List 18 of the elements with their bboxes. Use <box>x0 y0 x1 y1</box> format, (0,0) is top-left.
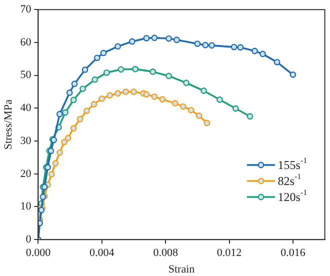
y-tick-label: 10 <box>20 200 32 213</box>
legend-label: 82s$^{-1}$ <box>278 172 302 190</box>
y-tick-label: 40 <box>20 102 32 114</box>
y-tick-label: 0 <box>26 233 32 246</box>
y-tick-label: 70 <box>20 3 32 16</box>
y-tick-label: 20 <box>20 168 32 180</box>
legend-label: 120s$^{-1}$ <box>278 188 308 206</box>
y-tick-label: 50 <box>20 69 32 82</box>
y-tick-label: 60 <box>20 36 32 48</box>
x-tick-label: 0.012 <box>216 247 242 260</box>
y-axis-title: Stress/MPa <box>2 99 14 150</box>
x-tick-label: 0.004 <box>90 247 115 260</box>
x-tick-label: 0.000 <box>26 247 52 260</box>
legend-label: 155s$^{-1}$ <box>278 156 308 174</box>
x-tick-label: 0.016 <box>280 247 306 260</box>
y-tick-label: 30 <box>20 134 32 147</box>
x-axis-title: Strain <box>168 263 196 276</box>
x-tick-label: 0.008 <box>153 247 178 260</box>
